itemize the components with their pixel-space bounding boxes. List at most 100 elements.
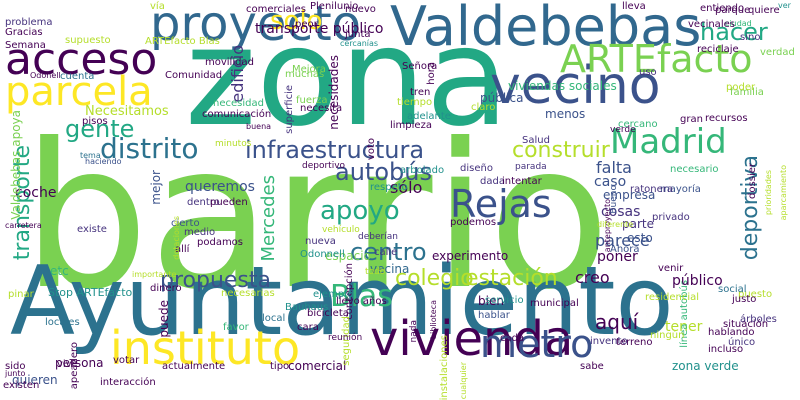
word-solo: solo xyxy=(270,6,323,36)
word-odonell: Odonell xyxy=(30,71,61,80)
word-buena: buena xyxy=(246,122,272,131)
word-dinero: dinero xyxy=(150,283,182,294)
word-social: social xyxy=(718,284,747,295)
word-dada: dada xyxy=(480,176,505,187)
word-nuevo: nuevo xyxy=(345,4,376,15)
word-terreno: terreno xyxy=(616,337,653,348)
word-stop-artefacto: Stop ARTEfacto xyxy=(48,286,133,299)
word-junta: junta xyxy=(345,29,371,40)
word-servicio: servicio xyxy=(485,295,524,306)
word-experimento: experimento xyxy=(432,249,509,263)
word-zona: zona xyxy=(185,0,510,157)
word-necesita: necesita xyxy=(300,103,343,114)
word-deberian: deberían xyxy=(358,232,398,242)
word-edificio: edificio xyxy=(228,45,247,103)
word-ahora: Ahora xyxy=(610,244,640,255)
word-gente: gente xyxy=(65,115,135,143)
word-vivienda: vivienda xyxy=(370,311,574,367)
word-tiempo: tiempo xyxy=(397,97,433,108)
word-ningun: ningún xyxy=(650,330,685,341)
word-tener: tener xyxy=(665,319,703,335)
word-verdad: verdad xyxy=(760,47,795,58)
word-caso: caso xyxy=(594,174,627,190)
word-necesidad: necesidad xyxy=(213,98,264,109)
word-hablar: hablar xyxy=(478,310,510,321)
word-necesarias: necesarias xyxy=(221,288,275,299)
word-podemos: podemos xyxy=(450,217,497,228)
word-familia: familia xyxy=(730,87,764,98)
word-rejas: Rejas xyxy=(450,182,552,226)
word-acceso: acceso xyxy=(5,34,158,85)
word-estacion: estación xyxy=(465,266,558,291)
word-instalaciones: instalaciones xyxy=(439,334,450,400)
word-local: local xyxy=(262,313,286,324)
word-pisos: pisos xyxy=(82,116,108,127)
word-cualquier: cualquier xyxy=(459,362,468,400)
word-ayuntamiento: Ayuntamiento xyxy=(10,247,674,357)
word-comercial: comercial xyxy=(288,359,347,373)
word-necesidades: necesidades xyxy=(327,55,341,130)
word-cuenta: cuenta xyxy=(60,71,95,82)
word-barrio: barrio xyxy=(22,101,611,334)
word-zona-verde: zona verde xyxy=(672,359,739,373)
word-podamos: podamos xyxy=(197,237,244,248)
word-gracias: Gracias xyxy=(5,27,43,38)
word-diseno: diseño xyxy=(460,163,493,174)
word-madrid: Madrid xyxy=(610,122,727,162)
word-apeadero: apeadero xyxy=(69,342,80,390)
word-mercedes: Mercedes xyxy=(258,175,279,262)
word-peor: peor xyxy=(295,19,318,30)
word-hacer: hacer xyxy=(700,18,768,46)
word-residencial: residencial xyxy=(645,292,700,303)
word-haciendo: haciendo xyxy=(85,157,122,166)
word-situacion: situación xyxy=(723,319,769,330)
word-proyecto: proyecto xyxy=(150,0,362,52)
word-comunicacion: comunicación xyxy=(202,109,272,120)
word-muchas: muchas xyxy=(285,69,325,80)
word-alli: allí xyxy=(175,244,190,255)
word-coche: coche xyxy=(15,185,57,201)
word-reunion: reunión xyxy=(328,333,363,343)
word-nada: nada xyxy=(409,320,419,343)
word-voto: voto xyxy=(366,138,377,161)
word-apoyo: apoyo xyxy=(320,196,400,226)
word-ejemplo: ejemplo xyxy=(313,289,354,300)
word-junto: junto xyxy=(5,369,26,378)
word-aparcamiento: aparcamiento xyxy=(779,165,788,221)
word-recursos: recursos xyxy=(705,113,748,124)
word-pinar: pinar xyxy=(8,289,34,300)
word-metro: metro xyxy=(480,322,594,366)
word-sido: sido xyxy=(5,361,26,372)
word-quieren: quieren xyxy=(12,373,58,387)
word-poner: poner xyxy=(597,249,638,265)
word-puesto: puesto xyxy=(738,289,773,300)
word-vive: vive xyxy=(57,359,78,370)
word-carretera: carretera xyxy=(5,221,42,230)
word-mejora: Mejora xyxy=(292,64,326,75)
word-dossier: dossier xyxy=(747,163,758,199)
word-problema: problema xyxy=(5,17,53,28)
word-limpieza: limpieza xyxy=(390,120,432,131)
word-claro: claro xyxy=(471,102,496,113)
word-dentro: dentro xyxy=(187,197,220,208)
word-infraestructura: infraestructura xyxy=(245,136,425,164)
word-movilidad: movilidad xyxy=(205,57,254,68)
word-senora: Señora xyxy=(402,61,438,72)
word-entiendo: entiendo xyxy=(700,3,745,14)
word-cercano: cercano xyxy=(618,119,658,130)
word-bicicleta: bicicleta xyxy=(307,308,349,319)
word-diferente: diferente xyxy=(597,220,634,229)
word-sabe: sabe xyxy=(580,361,604,372)
word-menos: menos xyxy=(545,107,586,121)
word-bauhaus: Bauhaus xyxy=(285,302,329,313)
word-existe: existe xyxy=(77,224,107,235)
word-etc: etc xyxy=(50,264,69,278)
word-transporte-publico: transporte público xyxy=(255,21,384,37)
word-ciudad: ciudad xyxy=(725,19,752,28)
word-parcela: parcela xyxy=(5,69,153,115)
word-arboles: árboles xyxy=(740,314,777,325)
word-importante: importante xyxy=(132,270,177,279)
word-biblioteca: biblioteca xyxy=(429,300,438,340)
word-cierto: cierto xyxy=(171,218,200,229)
word-arbolado: arbolado xyxy=(400,165,445,176)
